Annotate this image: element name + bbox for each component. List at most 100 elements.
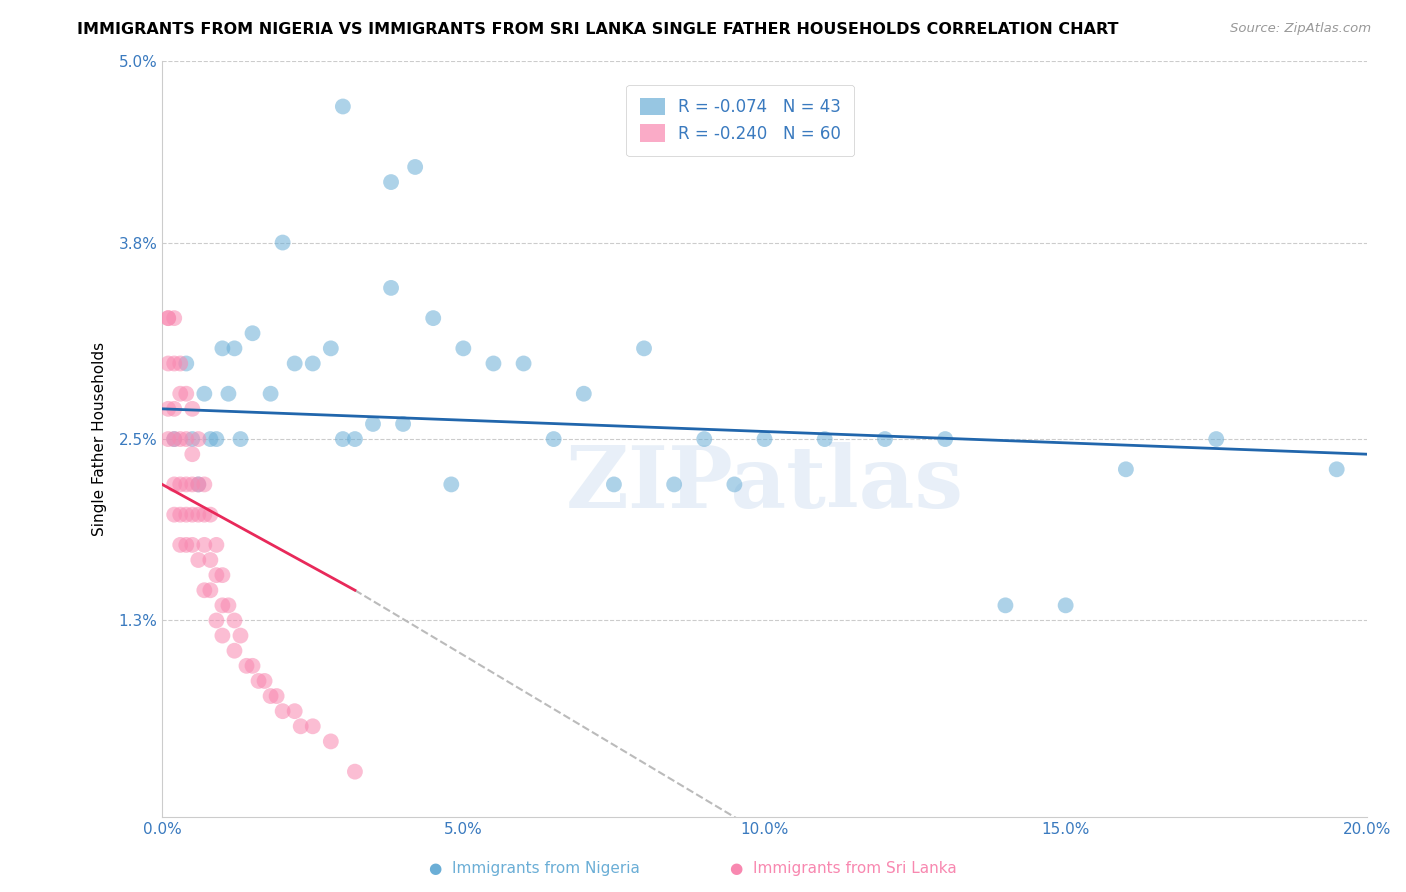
Point — [174, 477, 197, 491]
Point — [163, 432, 186, 446]
Point — [169, 386, 191, 401]
Point — [229, 629, 252, 643]
Point — [259, 689, 281, 703]
Point — [873, 432, 896, 446]
Point — [157, 401, 180, 416]
Point — [422, 311, 444, 326]
Point — [229, 432, 252, 446]
Point — [174, 356, 197, 370]
Point — [193, 583, 215, 598]
Point — [157, 311, 180, 326]
Point — [633, 342, 655, 356]
Text: IMMIGRANTS FROM NIGERIA VS IMMIGRANTS FROM SRI LANKA SINGLE FATHER HOUSEHOLDS CO: IMMIGRANTS FROM NIGERIA VS IMMIGRANTS FR… — [77, 22, 1119, 37]
Point — [169, 356, 191, 370]
Point — [1326, 462, 1348, 476]
Point — [174, 508, 197, 522]
Point — [169, 477, 191, 491]
Point — [211, 568, 233, 582]
Point — [174, 386, 197, 401]
Point — [543, 432, 565, 446]
Point — [512, 356, 534, 370]
Point — [163, 356, 186, 370]
Point — [169, 432, 191, 446]
Text: ZIPatlas: ZIPatlas — [565, 442, 963, 526]
Point — [181, 477, 204, 491]
Point — [224, 614, 246, 628]
Point — [211, 629, 233, 643]
Point — [361, 417, 384, 431]
Point — [187, 477, 209, 491]
Point — [332, 432, 354, 446]
Point — [157, 356, 180, 370]
Point — [380, 281, 402, 295]
Point — [247, 673, 270, 688]
Point — [163, 508, 186, 522]
Point — [217, 386, 239, 401]
Point — [266, 689, 288, 703]
Point — [1115, 462, 1137, 476]
Point — [217, 599, 239, 613]
Point — [1054, 599, 1077, 613]
Point — [211, 342, 233, 356]
Point — [235, 658, 257, 673]
Point — [662, 477, 685, 491]
Point — [271, 235, 294, 250]
Point — [934, 432, 956, 446]
Point — [224, 643, 246, 657]
Point — [271, 704, 294, 718]
Point — [482, 356, 505, 370]
Point — [453, 342, 475, 356]
Point — [572, 386, 595, 401]
Legend: R = -0.074   N = 43, R = -0.240   N = 60: R = -0.074 N = 43, R = -0.240 N = 60 — [627, 85, 855, 156]
Point — [181, 538, 204, 552]
Point — [181, 447, 204, 461]
Point — [205, 432, 228, 446]
Point — [181, 401, 204, 416]
Point — [301, 356, 323, 370]
Point — [1205, 432, 1227, 446]
Point — [193, 386, 215, 401]
Point — [290, 719, 312, 733]
Point — [205, 614, 228, 628]
Point — [181, 432, 204, 446]
Point — [157, 311, 180, 326]
Point — [200, 432, 222, 446]
Point — [301, 719, 323, 733]
Point — [603, 477, 626, 491]
Point — [174, 432, 197, 446]
Point — [187, 553, 209, 567]
Point — [380, 175, 402, 189]
Point — [193, 477, 215, 491]
Point — [404, 160, 426, 174]
Point — [343, 764, 366, 779]
Point — [392, 417, 415, 431]
Point — [187, 432, 209, 446]
Point — [181, 508, 204, 522]
Text: ●  Immigrants from Sri Lanka: ● Immigrants from Sri Lanka — [730, 861, 957, 876]
Point — [814, 432, 837, 446]
Text: Source: ZipAtlas.com: Source: ZipAtlas.com — [1230, 22, 1371, 36]
Point — [157, 432, 180, 446]
Point — [440, 477, 463, 491]
Point — [319, 342, 342, 356]
Point — [200, 508, 222, 522]
Point — [754, 432, 776, 446]
Point — [163, 477, 186, 491]
Point — [174, 538, 197, 552]
Point — [253, 673, 276, 688]
Point — [242, 326, 264, 341]
Point — [163, 401, 186, 416]
Point — [163, 432, 186, 446]
Point — [205, 568, 228, 582]
Point — [259, 386, 281, 401]
Point — [200, 553, 222, 567]
Point — [211, 599, 233, 613]
Point — [200, 583, 222, 598]
Point — [284, 356, 307, 370]
Point — [319, 734, 342, 748]
Point — [169, 538, 191, 552]
Point — [224, 342, 246, 356]
Point — [169, 508, 191, 522]
Point — [693, 432, 716, 446]
Point — [163, 311, 186, 326]
